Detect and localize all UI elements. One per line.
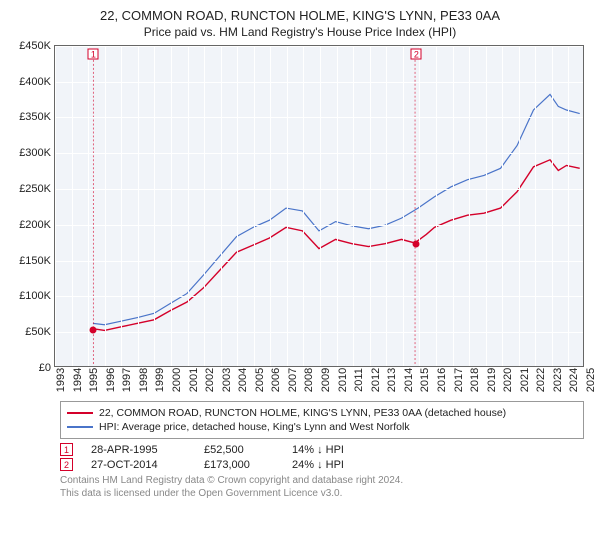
x-tick: 2016 (436, 368, 448, 392)
x-tick: 2019 (486, 368, 498, 392)
x-tick: 1998 (138, 368, 150, 392)
footer: Contains HM Land Registry data © Crown c… (60, 475, 584, 500)
x-tick: 2017 (453, 368, 465, 392)
x-tick: 2012 (370, 368, 382, 392)
x-tick: 2018 (469, 368, 481, 392)
x-tick: 1996 (105, 368, 117, 392)
sale-price: £52,500 (204, 444, 274, 456)
x-tick: 2004 (237, 368, 249, 392)
x-tick: 2011 (353, 368, 365, 392)
sale-marker-2: 2 (411, 48, 422, 59)
x-tick: 2025 (585, 368, 597, 392)
line-layer (55, 46, 583, 366)
x-tick: 2013 (386, 368, 398, 392)
y-tick: £200K (19, 219, 51, 231)
legend-label: HPI: Average price, detached house, King… (99, 420, 410, 434)
x-tick: 2020 (502, 368, 514, 392)
sale-badge: 1 (60, 443, 73, 456)
y-tick: £100K (19, 290, 51, 302)
x-tick: 1995 (88, 368, 100, 392)
x-tick: 2021 (519, 368, 531, 392)
x-tick: 2000 (171, 368, 183, 392)
x-tick: 1994 (72, 368, 84, 392)
sale-badge: 2 (60, 458, 73, 471)
chart-subtitle: Price paid vs. HM Land Registry's House … (10, 25, 590, 39)
x-tick: 1993 (55, 368, 67, 392)
sales-table: 1 28-APR-1995 £52,500 14% ↓ HPI 2 27-OCT-2014… (60, 443, 584, 471)
x-tick: 2010 (337, 368, 349, 392)
legend-swatch (67, 426, 93, 428)
chart-title: 22, COMMON ROAD, RUNCTON HOLME, KING'S L… (10, 8, 590, 25)
y-tick: £350K (19, 111, 51, 123)
sale-date: 28-APR-1995 (91, 444, 186, 456)
x-tick: 2009 (320, 368, 332, 392)
y-tick: £250K (19, 183, 51, 195)
legend-label: 22, COMMON ROAD, RUNCTON HOLME, KING'S L… (99, 406, 506, 420)
y-tick: £300K (19, 147, 51, 159)
x-tick: 1997 (121, 368, 133, 392)
x-tick: 2005 (254, 368, 266, 392)
y-tick: £400K (19, 76, 51, 88)
footer-line: This data is licensed under the Open Gov… (60, 488, 584, 501)
x-tick: 2001 (188, 368, 200, 392)
legend-swatch (67, 412, 93, 414)
x-tick: 1999 (154, 368, 166, 392)
y-tick: £0 (39, 362, 51, 374)
x-tick: 2002 (204, 368, 216, 392)
legend-item: HPI: Average price, detached house, King… (67, 420, 577, 434)
sale-pct: 24% ↓ HPI (292, 459, 344, 471)
y-tick: £450K (19, 40, 51, 52)
x-tick: 2023 (552, 368, 564, 392)
y-tick: £50K (25, 326, 51, 338)
x-tick: 2003 (221, 368, 233, 392)
x-tick: 2022 (535, 368, 547, 392)
sale-pct: 14% ↓ HPI (292, 444, 344, 456)
chart: £0£50K£100K£150K£200K£250K£300K£350K£400… (54, 45, 584, 395)
y-tick: £150K (19, 255, 51, 267)
footer-line: Contains HM Land Registry data © Crown c… (60, 475, 584, 488)
sale-price: £173,000 (204, 459, 274, 471)
sale-dot (413, 241, 420, 248)
legend-item: 22, COMMON ROAD, RUNCTON HOLME, KING'S L… (67, 406, 577, 420)
sale-row: 2 27-OCT-2014 £173,000 24% ↓ HPI (60, 458, 584, 471)
x-tick: 2006 (270, 368, 282, 392)
x-tick: 2024 (568, 368, 580, 392)
legend: 22, COMMON ROAD, RUNCTON HOLME, KING'S L… (60, 401, 584, 439)
x-tick: 2014 (403, 368, 415, 392)
x-tick: 2008 (303, 368, 315, 392)
x-tick: 2007 (287, 368, 299, 392)
sale-marker-1: 1 (88, 48, 99, 59)
sale-dot (90, 327, 97, 334)
sale-row: 1 28-APR-1995 £52,500 14% ↓ HPI (60, 443, 584, 456)
sale-date: 27-OCT-2014 (91, 459, 186, 471)
plot-area: £0£50K£100K£150K£200K£250K£300K£350K£400… (54, 45, 584, 367)
x-tick: 2015 (419, 368, 431, 392)
